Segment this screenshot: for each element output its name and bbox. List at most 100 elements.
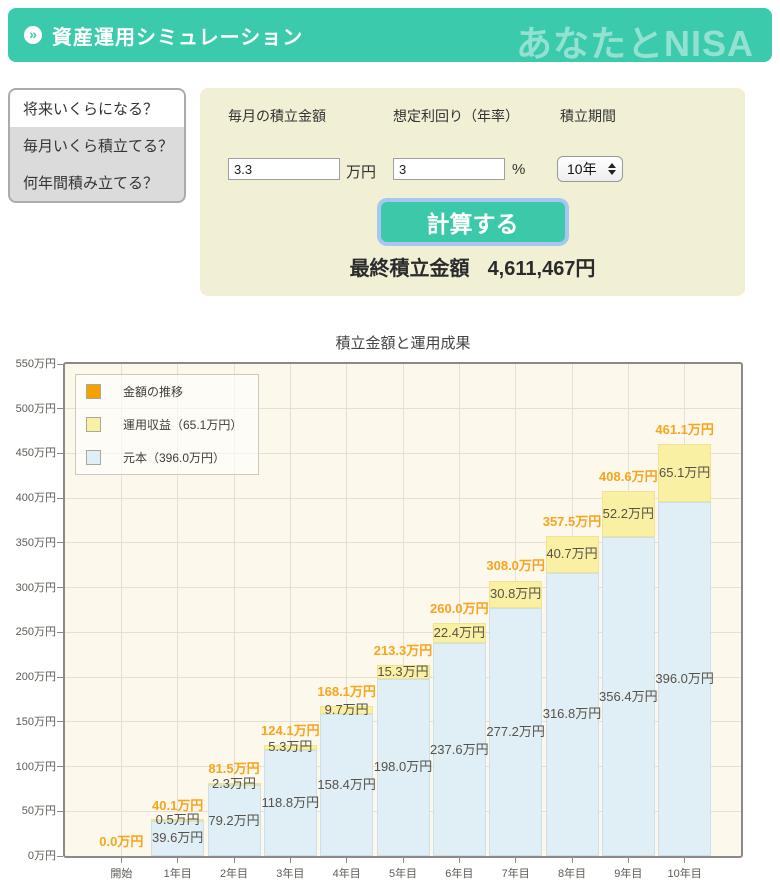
brand-watermark: あなたとNISA: [515, 23, 754, 64]
y-axis-label: 250万円: [15, 626, 56, 639]
rate-input[interactable]: [393, 158, 505, 180]
bar-total-label: 260.0万円: [430, 601, 489, 617]
bar-total-label: 40.1万円: [152, 798, 204, 814]
legend-label: 運用収益（65.1万円）: [123, 418, 243, 432]
bar-principal-label: 356.4万円: [599, 688, 658, 704]
tab-years[interactable]: 何年間積み立てる？: [23, 175, 159, 192]
bar-total-label: 308.0万円: [486, 558, 545, 574]
monthly-amount-input[interactable]: [228, 158, 340, 180]
legend-item-principal: 元本（396.0万円）: [76, 441, 258, 474]
monthly-amount-label: 毎月の積立金額: [228, 108, 326, 124]
y-axis-label: 0万円: [27, 850, 56, 862]
period-select-value: 10年: [567, 161, 597, 177]
x-axis-tick: [684, 858, 686, 863]
period-select[interactable]: 10年: [557, 156, 623, 182]
bar-profit-label: 52.2万円: [602, 505, 654, 521]
page-title: 資産運用シミュレーション: [52, 26, 304, 49]
grid-line-vertical: [289, 364, 291, 856]
x-axis-tick: [233, 858, 235, 863]
grid-line-vertical: [402, 364, 404, 856]
bar-profit-segment: [151, 818, 205, 821]
plot-area: 0.0万円 40.1万円 0.5万円 39.6万円 81.5万円 2.3万円 79.2万円 1…: [63, 362, 743, 858]
bar-principal-segment: [658, 501, 712, 856]
bar-total-label: 168.1万円: [317, 683, 376, 699]
x-axis-tick: [571, 858, 573, 863]
bar-profit-label: 65.1万円: [659, 464, 711, 480]
final-amount-row: 最終積立金額 4,611,467円: [200, 252, 745, 281]
period-label: 積立期間: [560, 108, 616, 124]
bar-principal-segment: [601, 537, 655, 856]
grid-line-vertical: [458, 364, 460, 856]
principal-swatch-icon: [86, 450, 101, 465]
grid-line-vertical: [120, 364, 122, 856]
bar-principal-segment: [545, 572, 599, 856]
y-axis-label: 150万円: [15, 715, 56, 728]
bar-profit-segment: [376, 665, 430, 679]
x-axis-tick: [627, 858, 629, 863]
x-axis-label: 6年目: [445, 868, 474, 880]
x-axis-label: 開始: [110, 868, 133, 880]
sidebar-tabs: 将来いくらになる？ 毎月いくら積立てる？ 何年間積み立てる？: [8, 88, 186, 203]
y-axis-label: 550万円: [15, 358, 56, 370]
x-axis-tick: [458, 858, 460, 863]
x-axis-tick: [177, 858, 179, 863]
bar-principal-label: 316.8万円: [542, 706, 602, 722]
y-axis-tick: [57, 810, 63, 812]
final-amount-label: 最終積立金額: [349, 258, 470, 280]
x-axis-tick: [289, 858, 291, 863]
legend-item-profit: 運用収益（65.1万円）: [76, 408, 258, 441]
y-axis-label: 200万円: [15, 671, 56, 684]
total-swatch-icon: [86, 384, 101, 399]
tab-monthly-amount[interactable]: 毎月いくら積立てる？: [23, 138, 174, 155]
calculate-button[interactable]: 計算する: [380, 202, 565, 242]
bar-total-label: 461.1万円: [655, 421, 714, 437]
x-axis-label: 3年目: [276, 868, 305, 880]
y-axis-tick: [57, 631, 63, 633]
bar-principal-segment: [489, 608, 543, 856]
x-axis-label: 10年目: [667, 868, 702, 880]
chart-section: 積立金額と運用成果 0.0万円 40.1万円 0.5万円 39.6万円 81.5万円 2.…: [0, 330, 780, 892]
bar-principal-segment: [320, 714, 374, 856]
bar-principal-segment: [432, 643, 486, 856]
bar-profit-segment: [489, 580, 543, 609]
bar-total-label: 408.6万円: [599, 468, 658, 484]
bar-principal-label: 158.4万円: [317, 777, 376, 793]
y-axis-label: 450万円: [15, 447, 56, 460]
bar-profit-label: 5.3万円: [268, 739, 313, 755]
bar-principal-segment: [207, 785, 261, 856]
bar-principal-label: 396.0万円: [655, 670, 714, 686]
y-axis-tick: [57, 587, 63, 589]
y-axis-tick: [57, 363, 63, 365]
x-axis-label: 5年目: [388, 868, 418, 880]
y-axis-tick: [57, 676, 63, 678]
bar-profit-segment: [320, 705, 374, 715]
legend-label: 金額の推移: [123, 385, 184, 399]
page-header: 資産運用シミュレーション あなたとNISA: [8, 8, 772, 62]
y-axis-label: 400万円: [15, 492, 56, 505]
y-axis-tick: [57, 497, 63, 499]
bar-profit-segment: [658, 443, 712, 502]
bar-principal-label: 198.0万円: [373, 759, 433, 775]
bar-profit-label: 9.7万円: [324, 701, 369, 717]
bar-profit-segment: [601, 490, 655, 538]
y-axis-tick: [57, 855, 63, 857]
bar-profit-label: 40.7万円: [546, 546, 598, 562]
rate-label: 想定利回り（年率）: [393, 108, 519, 124]
x-axis-label: 4年目: [332, 868, 361, 880]
y-axis-label: 50万円: [21, 805, 56, 818]
bar-principal-label: 39.6万円: [152, 830, 204, 846]
bar-total-label: 213.3万円: [373, 643, 433, 659]
tab-future-amount[interactable]: 将来いくらになる？: [10, 90, 184, 127]
bar-principal-label: 237.6万円: [430, 741, 489, 757]
bar-principal-label: 79.2万円: [208, 812, 260, 828]
bar-total-label: 81.5万円: [208, 761, 260, 777]
select-stepper-icon: [608, 163, 616, 175]
x-axis-label: 7年目: [501, 868, 530, 880]
x-axis-label: 1年目: [163, 868, 192, 880]
grid-line-vertical: [233, 364, 235, 856]
bar-profit-label: 2.3万円: [211, 776, 257, 792]
chevron-bullet-icon: [24, 26, 42, 44]
bar-profit-segment: [545, 536, 599, 573]
simulation-form-panel: 毎月の積立金額 想定利回り（年率） 積立期間 万円 % 10年 計算する 最終積…: [200, 88, 745, 296]
